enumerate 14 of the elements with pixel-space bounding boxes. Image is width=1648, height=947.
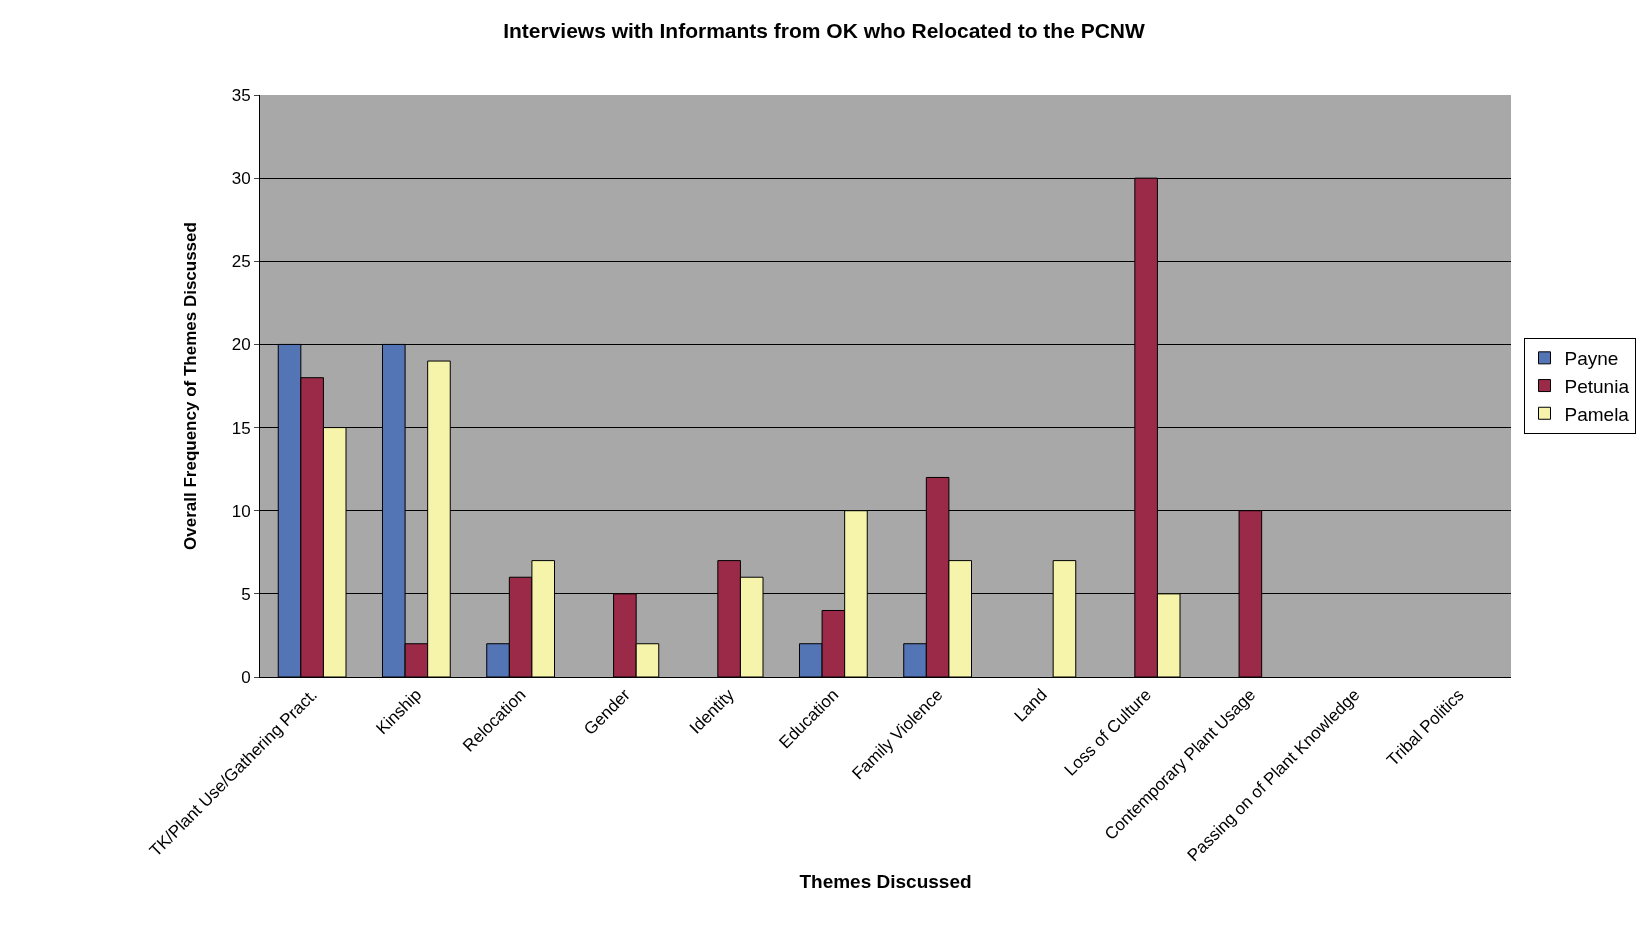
x-axis-title: Themes Discussed <box>799 870 972 892</box>
y-tick-label: 5 <box>241 584 251 604</box>
y-tick-label: 10 <box>231 501 251 521</box>
y-tick-label: 0 <box>241 667 251 687</box>
legend-label: Petunia <box>1564 375 1630 397</box>
legend-label: Payne <box>1564 348 1619 370</box>
legend-label: Pamela <box>1564 403 1630 425</box>
y-tick-label: 30 <box>231 169 251 189</box>
y-tick-label: 15 <box>231 418 251 438</box>
y-tick-label: 35 <box>231 85 251 105</box>
y-tick-label: 20 <box>231 335 251 355</box>
chart-title: Interviews with Informants from OK who Relocated to the PCNW <box>503 19 1146 43</box>
y-axis-title: Overall Frequency of Themes Discussed <box>181 222 201 550</box>
y-tick-label: 25 <box>231 252 251 272</box>
